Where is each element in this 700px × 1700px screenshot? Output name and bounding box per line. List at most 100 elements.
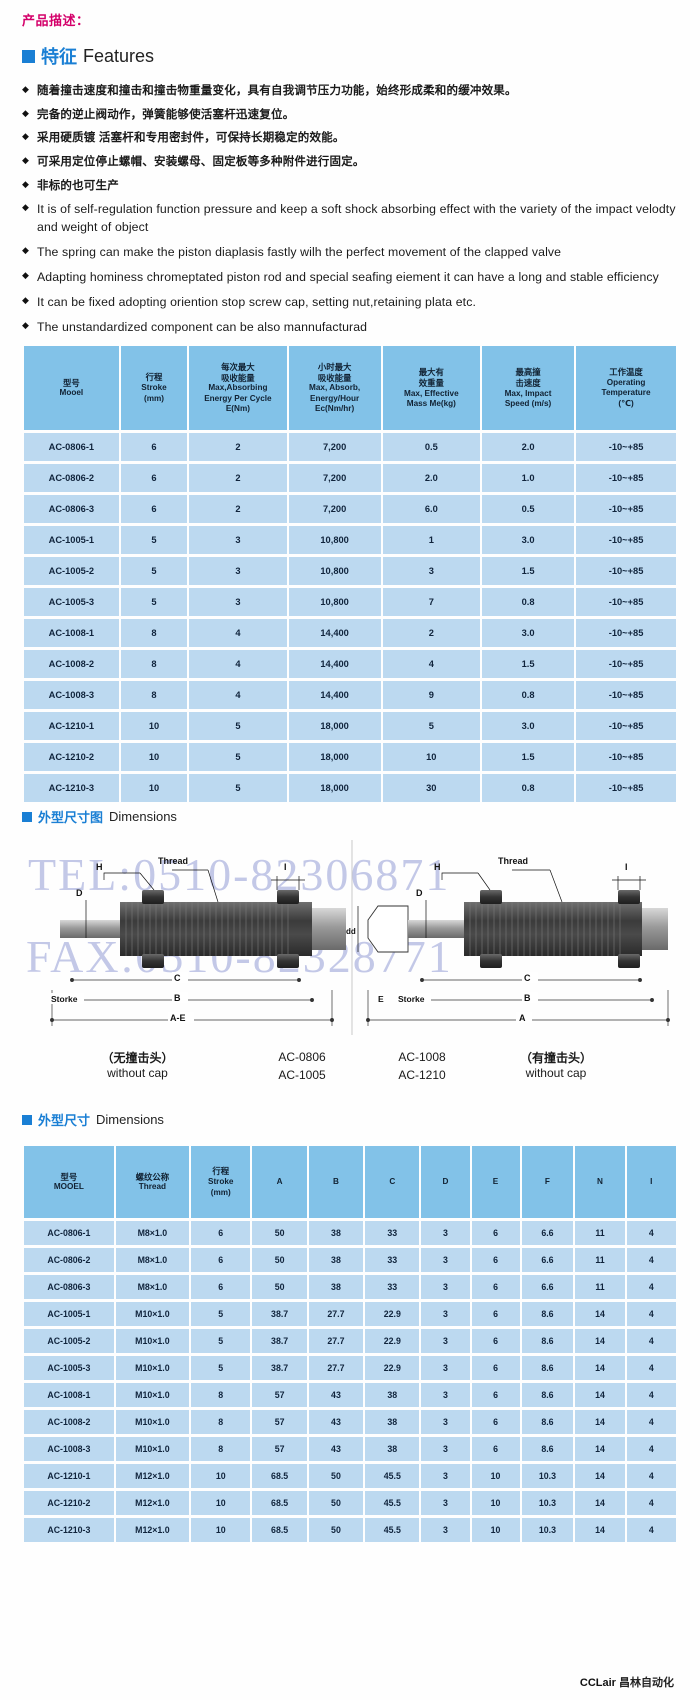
- features-heading: 特征 Features: [22, 43, 678, 69]
- features-heading-cn: 特征: [41, 47, 77, 67]
- table-cell: AC-1210-3: [24, 774, 119, 803]
- table-cell: 57: [252, 1383, 307, 1408]
- table-cell: AC-1005-2: [24, 1329, 114, 1354]
- dimensions-fig-heading-en: Dimensions: [109, 809, 177, 825]
- table-header-row: 型号 Mooel 行程 Stroke (mm) 每次最大 吸收能量 Max,Ab…: [24, 346, 676, 431]
- col-header-max-absorb-energy-hour: 小时最大 吸收能量 Max, Absorb, Energy/Hour Ec(Nm…: [288, 346, 381, 431]
- table-cell: -10~+85: [576, 681, 676, 710]
- list-item: The spring can make the piston diaplasis…: [22, 244, 678, 262]
- table-cell: AC-0806-1: [24, 433, 119, 462]
- col-header-n: N: [575, 1146, 625, 1219]
- table-cell: 6.6: [521, 1221, 574, 1246]
- table-row: AC-1005-1 5 3 10,800 1 3.0 -10~+85: [24, 526, 676, 555]
- table-cell: AC-0806-3: [24, 1275, 114, 1300]
- table-cell: 22.9: [365, 1356, 420, 1381]
- list-item: 随着撞击速度和撞击和撞击物重量变化，具有自我调节压力功能，始终形成柔和的缓冲效果…: [22, 83, 678, 100]
- col-header-e: E: [471, 1146, 520, 1219]
- table-cell: 10: [120, 774, 188, 803]
- table-cell: 2: [189, 464, 287, 493]
- table-cell: 10,800: [288, 526, 381, 555]
- col-header-mooel: 型号 MOOEL: [24, 1146, 114, 1219]
- table-cell: 14: [575, 1491, 625, 1516]
- table-cell: 57: [252, 1410, 307, 1435]
- table-cell: 6: [191, 1275, 251, 1300]
- table-cell: 0.8: [481, 588, 575, 617]
- specification-table: 型号 Mooel 行程 Stroke (mm) 每次最大 吸收能量 Max,Ab…: [22, 343, 678, 805]
- table-cell: 38: [365, 1410, 420, 1435]
- table-cell: M10×1.0: [115, 1410, 190, 1435]
- table-cell: 4: [626, 1329, 676, 1354]
- table-cell: 4: [626, 1356, 676, 1381]
- label-h: H: [96, 862, 103, 872]
- table-row: AC-0806-3 6 2 7,200 6.0 0.5 -10~+85: [24, 495, 676, 524]
- features-heading-en: Features: [83, 45, 155, 66]
- table-cell: -10~+85: [576, 650, 676, 679]
- table-cell: M10×1.0: [115, 1383, 190, 1408]
- features-list-cn: 随着撞击速度和撞击和撞击物重量变化，具有自我调节压力功能，始终形成柔和的缓冲效果…: [22, 83, 678, 194]
- table-cell: 4: [626, 1383, 676, 1408]
- col-header-f: F: [521, 1146, 574, 1219]
- label-d: D: [416, 888, 423, 898]
- table-row: AC-0806-2 M8×1.0 6 50 38 33 3 6 6.6 11 4: [24, 1248, 676, 1273]
- table-cell: 8.6: [521, 1356, 574, 1381]
- table-cell: -10~+85: [576, 526, 676, 555]
- table-cell: AC-1008-1: [24, 619, 119, 648]
- table-cell: 4: [626, 1437, 676, 1462]
- table-cell: AC-1210-3: [24, 1518, 114, 1543]
- table-cell: 8.6: [521, 1302, 574, 1327]
- table-cell: 1.0: [481, 464, 575, 493]
- label-a-minus-e: A-E: [170, 1013, 186, 1023]
- table-cell: AC-1005-2: [24, 557, 119, 586]
- table-cell: 1.5: [481, 557, 575, 586]
- table-cell: AC-1008-1: [24, 1383, 114, 1408]
- table-cell: 5: [120, 526, 188, 555]
- col-header-operating-temperature: 工作温度 Operating Temperature (℃): [576, 346, 676, 431]
- col-header-a: A: [252, 1146, 307, 1219]
- table-cell: 10: [191, 1491, 251, 1516]
- col-header-i: I: [626, 1146, 676, 1219]
- table-row: AC-1008-1 8 4 14,400 2 3.0 -10~+85: [24, 619, 676, 648]
- company-name: 昌林自动化: [619, 1677, 674, 1689]
- col-header-max-absorbing-energy-per-cycle: 每次最大 吸收能量 Max,Absorbing Energy Per Cycle…: [189, 346, 287, 431]
- table-cell: AC-1005-1: [24, 526, 119, 555]
- table-cell: 68.5: [252, 1464, 307, 1489]
- left-caption: （无撞击头） without cap: [101, 1051, 174, 1081]
- list-item: The unstandardized component can be also…: [22, 319, 678, 337]
- col-header-stroke: 行程 Stroke (mm): [120, 346, 188, 431]
- table-cell: 4: [626, 1464, 676, 1489]
- table-cell: 6: [471, 1221, 520, 1246]
- table-cell: 3: [421, 1491, 470, 1516]
- table-cell: M12×1.0: [115, 1464, 190, 1489]
- table-row: AC-1008-2 M10×1.0 8 57 43 38 3 6 8.6 14 4: [24, 1410, 676, 1435]
- table-cell: 6: [471, 1356, 520, 1381]
- table-cell: 3: [421, 1275, 470, 1300]
- table-cell: 14: [575, 1356, 625, 1381]
- list-item: It can be fixed adopting oriention stop …: [22, 294, 678, 312]
- table-cell: 27.7: [308, 1356, 364, 1381]
- drawing-left-without-cap: H D Thread I C B: [50, 856, 346, 1027]
- table-cell: AC-0806-2: [24, 1248, 114, 1273]
- table-cell: 10: [382, 743, 480, 772]
- table-cell: 1.5: [481, 650, 575, 679]
- table-cell: 5: [189, 712, 287, 741]
- table-cell: 27.7: [308, 1302, 364, 1327]
- table-cell: 8: [120, 681, 188, 710]
- table-cell: 6: [471, 1383, 520, 1408]
- table-row: AC-1005-2 M10×1.0 5 38.7 27.7 22.9 3 6 8.6 14 4: [24, 1329, 676, 1354]
- list-item: 完备的逆止阀动作，弹簧能够使活塞杆迅速复位。: [22, 107, 678, 124]
- table-cell: 38.7: [252, 1302, 307, 1327]
- table-cell: 3: [189, 557, 287, 586]
- table-cell: 7: [382, 588, 480, 617]
- table-cell: 1: [382, 526, 480, 555]
- table-cell: 33: [365, 1275, 420, 1300]
- table-row: AC-1008-2 8 4 14,400 4 1.5 -10~+85: [24, 650, 676, 679]
- table-cell: 2.0: [382, 464, 480, 493]
- label-storke: Storke: [51, 994, 78, 1004]
- product-description-title: 产品描述：: [22, 13, 90, 28]
- table-cell: 14,400: [288, 650, 381, 679]
- table-cell: 9: [382, 681, 480, 710]
- label-thread: Thread: [158, 856, 188, 866]
- table-cell: 45.5: [365, 1491, 420, 1516]
- table-cell: 14: [575, 1518, 625, 1543]
- table-cell: -10~+85: [576, 557, 676, 586]
